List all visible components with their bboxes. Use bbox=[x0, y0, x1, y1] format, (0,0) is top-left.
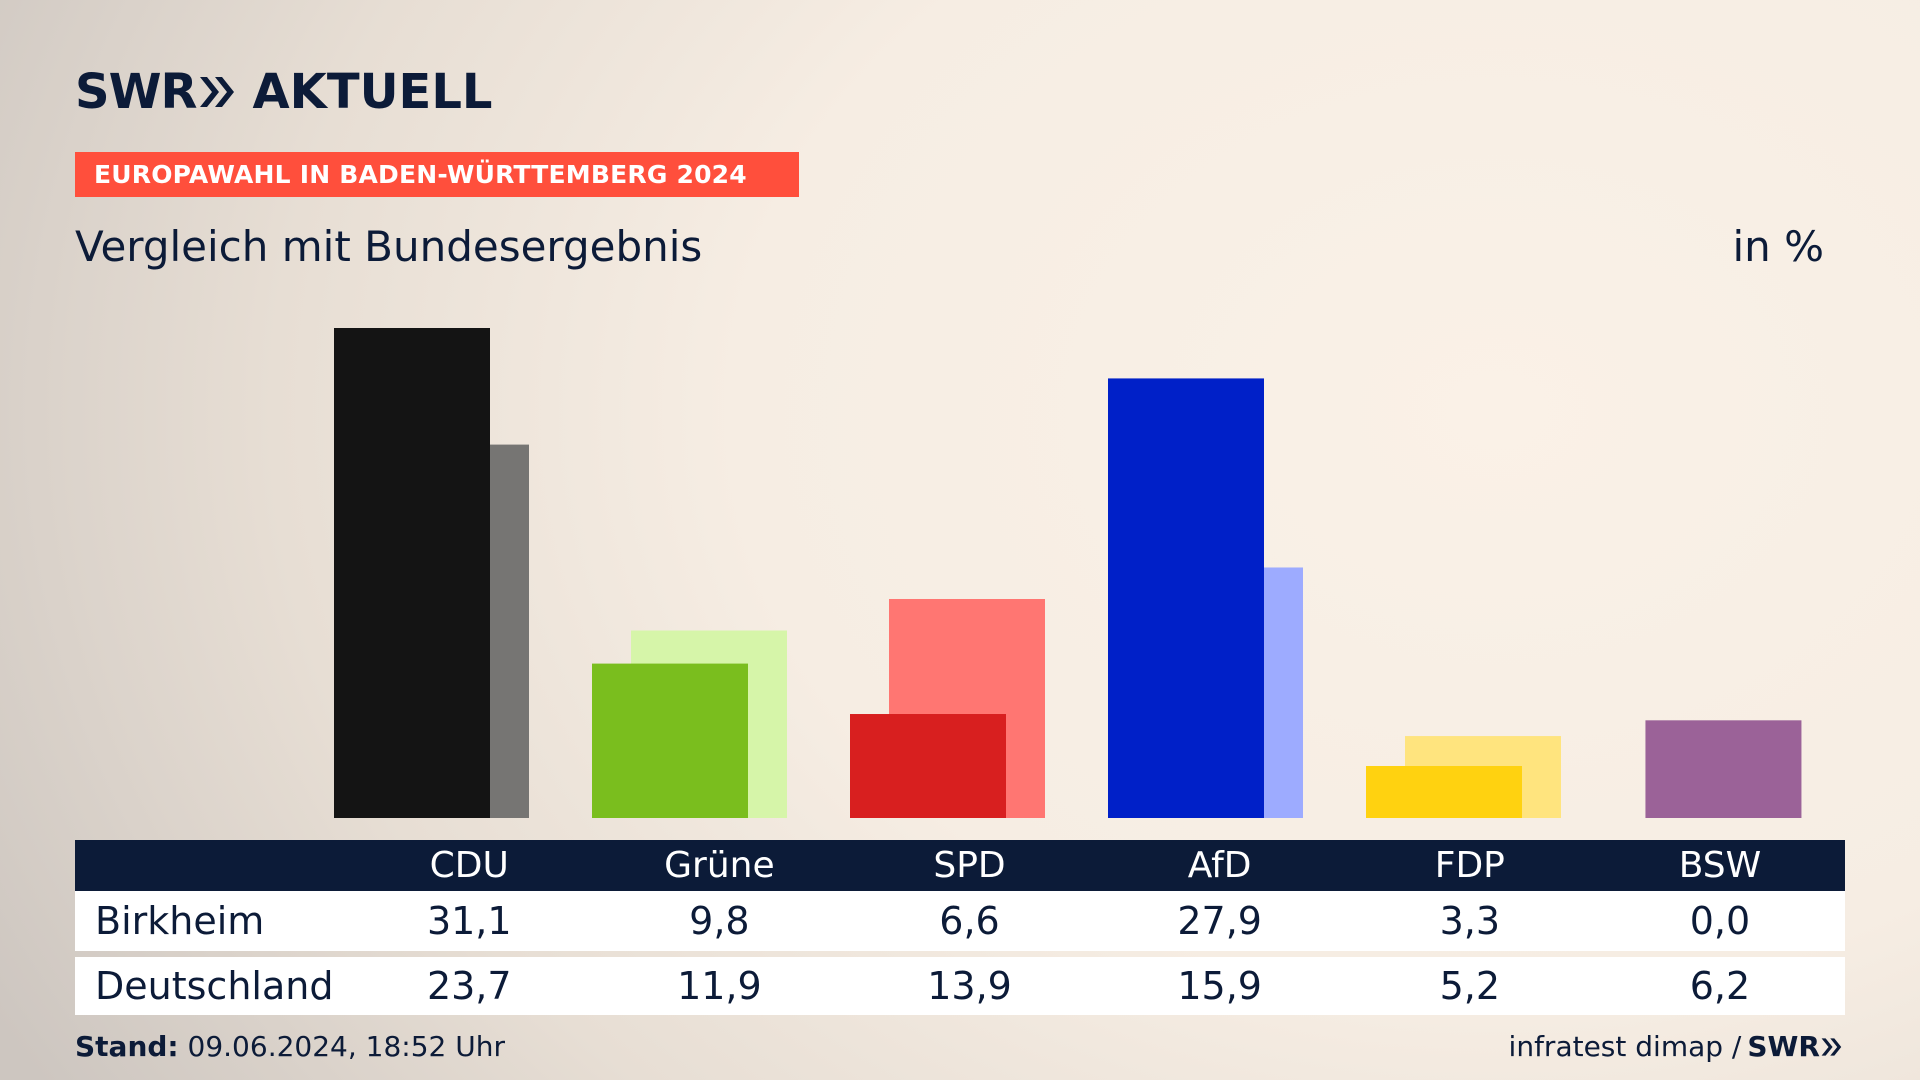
table-cell: 15,9 bbox=[1177, 964, 1262, 1008]
stand-label: Stand: bbox=[75, 1030, 179, 1063]
chart-subtitle: Vergleich mit Bundesergebnis bbox=[75, 222, 703, 271]
header-fdp: FDP bbox=[1434, 845, 1505, 886]
row-label: Birkheim bbox=[95, 899, 265, 943]
table-cell: 3,3 bbox=[1439, 899, 1501, 943]
stand-value: 09.06.2024, 18:52 Uhr bbox=[187, 1030, 505, 1063]
source-brand: SWR bbox=[1747, 1030, 1820, 1063]
table-cell: 6,2 bbox=[1689, 964, 1751, 1008]
table-row-deutschland: Deutschland 23,7 11,9 13,9 15,9 5,2 6,2 bbox=[75, 957, 1845, 1015]
logo-swr-text: SWR bbox=[75, 64, 197, 120]
header-afd: AfD bbox=[1187, 845, 1252, 886]
table-cell: 6,6 bbox=[939, 899, 1000, 943]
timestamp: Stand: 09.06.2024, 18:52 Uhr bbox=[75, 1030, 505, 1063]
bar-birkheim-spd bbox=[850, 714, 1006, 818]
table-cell: 9,8 bbox=[689, 899, 750, 943]
double-chevron-icon-small bbox=[1821, 1037, 1842, 1056]
table-cell: 13,9 bbox=[927, 964, 1012, 1008]
logo-aktuell-text: AKTUELL bbox=[252, 64, 493, 120]
bar-birkheim-gr-ne bbox=[592, 663, 748, 818]
header-gruene: Grüne bbox=[664, 845, 775, 886]
table-cell: 11,9 bbox=[677, 964, 762, 1008]
header-bsw: BSW bbox=[1678, 845, 1762, 886]
source-text: infratest dimap / bbox=[1508, 1030, 1742, 1063]
double-chevron-icon bbox=[200, 77, 235, 107]
bar-deutschland-bsw bbox=[1645, 720, 1802, 818]
table-cell: 5,2 bbox=[1439, 964, 1501, 1008]
bar-birkheim-cdu bbox=[334, 328, 490, 818]
table-header: CDU Grüne SPD AfD FDP BSW bbox=[75, 840, 1845, 891]
table-row-birkheim: Birkheim 31,1 9,8 6,6 27,9 3,3 0,0 bbox=[75, 891, 1845, 951]
election-banner: EUROPAWAHL IN BADEN-WÜRTTEMBERG 2024 bbox=[75, 152, 799, 197]
bar-birkheim-afd bbox=[1108, 378, 1264, 818]
table-cell: 0,0 bbox=[1689, 899, 1751, 943]
swr-aktuell-logo: SWR AKTUELL bbox=[75, 64, 493, 120]
table-cell: 27,9 bbox=[1177, 899, 1262, 943]
results-table: CDU Grüne SPD AfD FDP BSW Birkheim 31,1 … bbox=[75, 840, 1845, 1015]
table-cell: 23,7 bbox=[426, 964, 512, 1008]
header-spd: SPD bbox=[933, 845, 1006, 886]
header-cdu: CDU bbox=[429, 845, 509, 886]
row-label: Deutschland bbox=[95, 964, 334, 1008]
source-credit: infratest dimap / SWR bbox=[1509, 1030, 1844, 1063]
bar-birkheim-fdp bbox=[1366, 766, 1522, 818]
table-cell: 31,1 bbox=[426, 899, 512, 943]
unit-label: in % bbox=[1732, 222, 1824, 271]
